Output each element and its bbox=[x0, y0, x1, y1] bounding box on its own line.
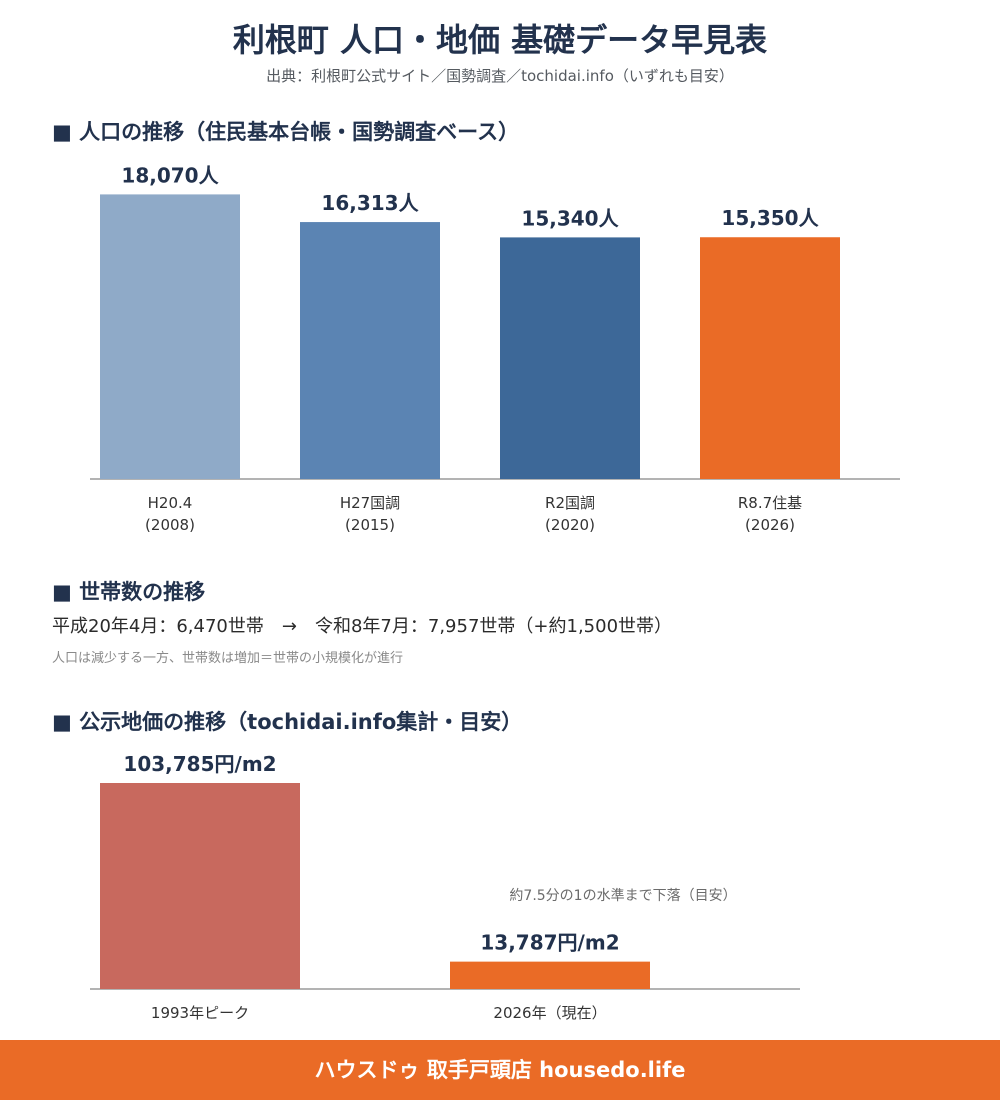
population-value-label: 15,350人 bbox=[721, 206, 819, 230]
population-bar bbox=[700, 237, 840, 479]
land-price-value-label: 13,787円/m2 bbox=[480, 931, 619, 955]
land-price-value-label: 103,785円/m2 bbox=[123, 752, 276, 776]
population-section-heading: ■ 人口の推移（住民基本台帳・国勢調査ベース） bbox=[52, 120, 520, 144]
population-category-label: (2020) bbox=[545, 516, 595, 534]
arrow-right-icon: → bbox=[281, 616, 297, 637]
household-from: 平成20年4月：6,470世帯 bbox=[52, 616, 264, 637]
land-price-category-label: 2026年（現在） bbox=[493, 1004, 606, 1022]
population-category-label: (2015) bbox=[345, 516, 395, 534]
land-price-chart: 103,785円/m2 1993年ピーク 13,787円/m2 2026年（現在） 約7… bbox=[0, 740, 1000, 1035]
population-value-label: 15,340人 bbox=[521, 206, 619, 230]
population-category-label: R2国調 bbox=[545, 494, 595, 512]
population-bar bbox=[300, 222, 440, 479]
household-to: 令和8年7月：7,957世帯（+約1,500世帯） bbox=[314, 616, 673, 637]
population-category-label: (2008) bbox=[145, 516, 195, 534]
land-price-section-heading: ■ 公示地価の推移（tochidai.info集計・目安） bbox=[52, 710, 523, 734]
population-category-label: H27国調 bbox=[340, 494, 400, 512]
land-price-chart-svg: 103,785円/m2 1993年ピーク 13,787円/m2 2026年（現在） 約7… bbox=[90, 752, 800, 1022]
land-price-annotation: 約7.5分の1の水準まで下落（目安） bbox=[509, 888, 736, 904]
population-category-label: R8.7住基 bbox=[738, 494, 802, 512]
land-price-bar bbox=[100, 783, 300, 989]
population-value-label: 16,313人 bbox=[321, 191, 419, 215]
land-price-bar bbox=[450, 961, 650, 989]
population-chart-svg: 18,070人 H20.4 (2008) 16,313人 H27国調 (2015) 15,3… bbox=[90, 163, 900, 534]
household-change: 平成20年4月：6,470世帯 → 令和8年7月：7,957世帯（+約1,500世帯… bbox=[52, 614, 672, 640]
population-chart: 18,070人 H20.4 (2008) 16,313人 H27国調 (2015) 15,3… bbox=[0, 150, 1000, 550]
population-value-label: 18,070人 bbox=[121, 163, 219, 187]
land-price-category-label: 1993年ピーク bbox=[151, 1004, 249, 1022]
population-category-label: (2026) bbox=[745, 516, 795, 534]
household-note: 人口は減少する一方、世帯数は増加＝世帯の小規模化が進行 bbox=[52, 651, 404, 666]
population-bar bbox=[100, 194, 240, 479]
population-category-label: H20.4 bbox=[148, 494, 193, 512]
footer-banner: ハウスドゥ 取手戸頭店 housedo.life bbox=[0, 1040, 1000, 1100]
households-section-heading: ■ 世帯数の推移 bbox=[52, 580, 206, 604]
source-note: 出典：利根町公式サイト／国勢調査／tochidai.info（いずれも目安） bbox=[266, 67, 734, 85]
page-title: 利根町 人口・地価 基礎データ早見表 bbox=[232, 21, 768, 59]
population-bar bbox=[500, 237, 640, 479]
